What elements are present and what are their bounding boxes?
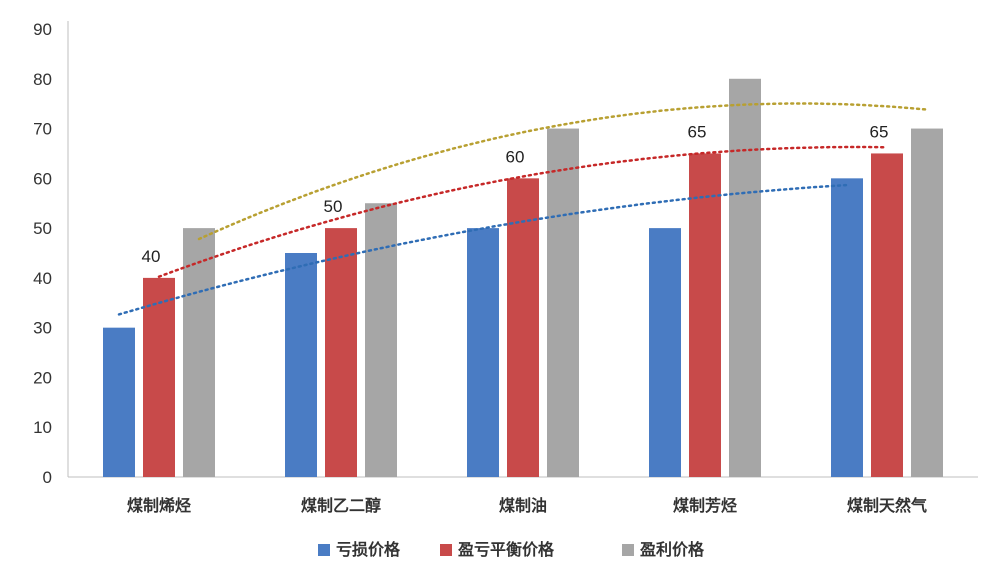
bar [103,327,135,477]
bar [285,253,317,477]
y-tick-label: 90 [33,20,52,39]
y-tick-label: 70 [33,120,52,139]
bar [649,228,681,477]
data-label: 60 [506,147,525,166]
legend-label: 盈亏平衡价格 [457,540,555,559]
bar [689,153,721,477]
y-tick-label: 80 [33,70,52,89]
bar [911,128,943,478]
x-tick-label: 煤制烯烃 [127,496,191,515]
bar [831,178,863,478]
y-tick-label: 0 [43,468,52,487]
trendline [157,145,889,278]
x-tick-label: 煤制油 [499,496,547,515]
data-label: 65 [870,122,889,141]
legend-swatch [440,544,452,556]
trendline [117,183,849,316]
x-tick-label: 煤制天然气 [847,496,927,515]
bar [729,78,761,478]
legend-label: 盈利价格 [639,540,705,559]
data-label: 50 [324,197,343,216]
legend-label: 亏损价格 [336,540,401,559]
data-label: 40 [142,247,161,266]
y-tick-label: 50 [33,219,52,238]
bar [467,228,499,477]
legend-swatch [318,544,330,556]
bar [507,178,539,478]
y-tick-label: 60 [33,169,52,188]
bar [365,203,397,477]
data-label: 65 [688,122,707,141]
trendline [197,102,929,241]
legend-swatch [622,544,634,556]
bar [547,128,579,478]
bar [183,228,215,477]
y-tick-label: 30 [33,319,52,338]
bar [143,277,175,477]
x-tick-label: 煤制芳烃 [673,496,737,515]
x-tick-label: 煤制乙二醇 [301,496,381,515]
y-tick-label: 10 [33,418,52,437]
bar [325,228,357,477]
bar [871,153,903,477]
y-tick-label: 20 [33,368,52,387]
y-tick-label: 40 [33,269,52,288]
